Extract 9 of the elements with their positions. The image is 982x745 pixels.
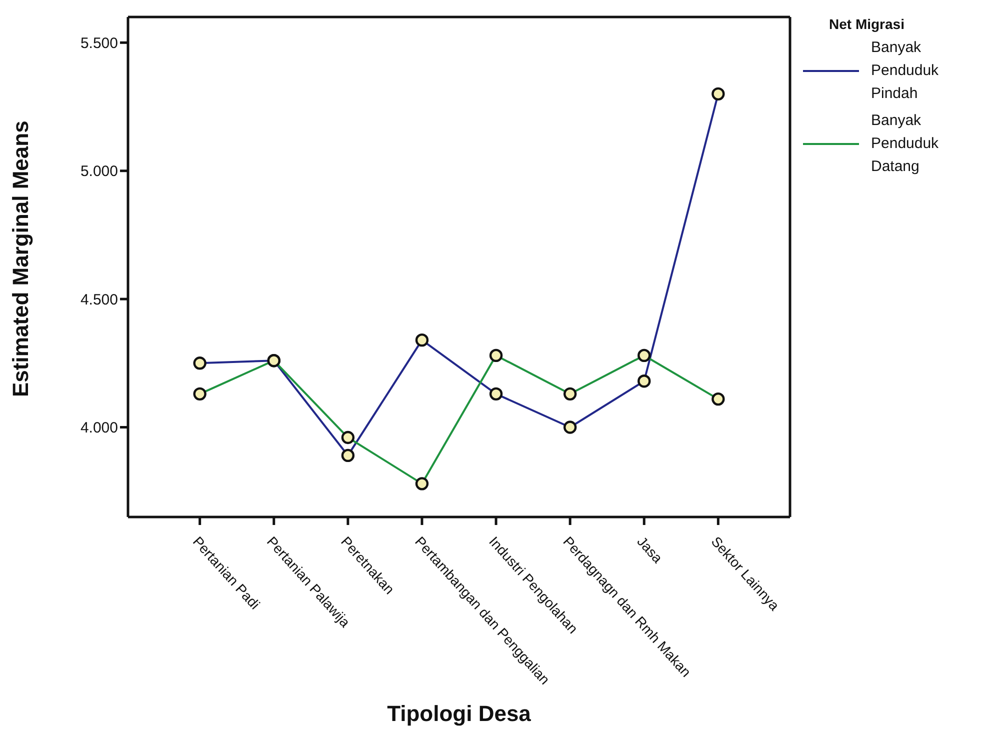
y-axis-title: Estimated Marginal Means [8,120,33,397]
x-axis-title: Tipologi Desa [387,701,532,726]
y-tick-label: 4.000 [80,420,118,437]
legend-label: Banyak Penduduk Pindah [871,38,940,104]
y-tick-label: 5.500 [80,34,118,52]
y-tick-label: 5.000 [80,163,118,180]
legend-title: Net Migrasi [829,16,906,32]
legend-label: Banyak Penduduk Datang [871,111,940,177]
y-tick-label: 4.500 [80,291,118,308]
